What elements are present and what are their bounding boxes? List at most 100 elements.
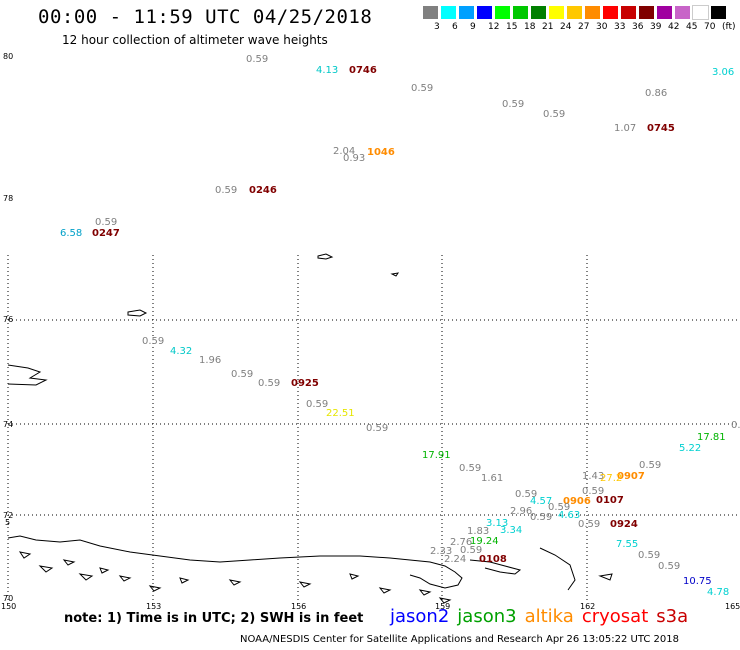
legend-tick-label: 45 — [686, 22, 698, 32]
wave-height-label: 4.57 — [530, 496, 552, 507]
wave-height-label: 0.59 — [548, 502, 570, 513]
wave-height-label: 1.83 — [467, 526, 489, 537]
pass-time-label: 0907 — [617, 471, 645, 482]
lon-label-156: 156 — [291, 602, 306, 611]
legend-swatch — [584, 5, 601, 20]
pass-time-label: 1046 — [367, 147, 395, 158]
pass-time-label: 0246 — [249, 185, 277, 196]
pass-time-label: 0906 — [563, 496, 591, 507]
legend-tick-label: 21 — [542, 22, 554, 32]
longitude-labels: 150 153 156 159 162 165 — [1, 602, 740, 611]
legend-swatch — [512, 5, 529, 20]
wave-height-label: 0.86 — [645, 88, 667, 99]
legend-tick-label: 30 — [596, 22, 608, 32]
wave-height-label: 0.59 — [578, 519, 600, 530]
pass-time-label: 0107 — [596, 495, 624, 506]
lon-label-159: 159 — [435, 602, 450, 611]
wave-height-label: 0.59 — [530, 512, 552, 523]
legend-swatch — [548, 5, 565, 20]
wave-height-label: 0.59 — [215, 185, 237, 196]
legend-tick-label: 70 — [704, 22, 716, 32]
wave-height-label: 17.81 — [697, 432, 726, 443]
satellite-name: s3a — [656, 606, 689, 627]
wave-height-label: 0.59 — [411, 83, 433, 94]
legend-tick-label: 12 — [488, 22, 500, 32]
legend-tick-label: (ft) — [722, 22, 736, 32]
wave-height-label: 2.76 — [450, 537, 472, 548]
wave-height-label: 0.59 — [231, 369, 253, 380]
wave-height-label: 27.2 — [600, 473, 622, 484]
wave-height-label: 0.59 — [306, 399, 328, 410]
wave-height-label: 19.24 — [470, 536, 499, 547]
color-legend-ticks: 3 6 9 12 15 18 21 24 27 30 33 36 39 42 45 70 (ft) — [422, 22, 740, 34]
satellite-name: jason2 — [390, 606, 450, 627]
wave-height-label: 3.06 — [712, 67, 734, 78]
lat-label-70: 70 — [3, 594, 13, 603]
legend-tick-label: 33 — [614, 22, 626, 32]
credit-line: NOAA/NESDIS Center for Satellite Applica… — [240, 634, 679, 645]
lat-label-78: 78 — [3, 194, 13, 203]
wave-height-label: 0.59 — [658, 561, 680, 572]
legend-tick-label: 18 — [524, 22, 536, 32]
wave-height-label: 1.07 — [614, 123, 636, 134]
satellite-name: jason3 — [457, 606, 517, 627]
legend-tick-label: 39 — [650, 22, 662, 32]
lat-label-80: 80 — [3, 52, 13, 61]
wave-height-label: 0.93 — [343, 153, 365, 164]
pass-time-label: 0745 — [647, 123, 675, 134]
pass-time-label: 0924 — [610, 519, 638, 530]
wave-height-label: 0.59 — [246, 54, 268, 65]
wave-height-label: 22.51 — [326, 408, 355, 419]
legend-swatch — [476, 5, 493, 20]
wave-height-label: 1.96 — [199, 355, 221, 366]
legend-tick-label: 9 — [470, 22, 476, 32]
legend-tick-label: 36 — [632, 22, 644, 32]
wave-height-label: 4.63 — [558, 510, 580, 521]
legend-swatch — [674, 5, 691, 20]
lon-label-162: 162 — [580, 602, 595, 611]
wave-height-label: 6.58 — [60, 228, 82, 239]
wave-height-label: 3.13 — [486, 518, 508, 529]
lon-label-150: 150 — [1, 602, 16, 611]
legend-swatch — [620, 5, 637, 20]
wave-height-label: 5.22 — [679, 443, 701, 454]
pass-time-label: 0247 — [92, 228, 120, 239]
wave-height-label: 2.96 — [510, 506, 532, 517]
wave-height-label: 0.59 — [460, 545, 482, 556]
wave-height-label: 4.32 — [170, 346, 192, 357]
legend-swatch — [494, 5, 511, 20]
wave-height-label: 0.59 — [95, 217, 117, 228]
legend-swatch — [422, 5, 439, 20]
legend-swatch — [440, 5, 457, 20]
wave-height-label: 4.78 — [707, 587, 729, 598]
legend-tick-label: 24 — [560, 22, 572, 32]
lat-label-74: 74 — [3, 420, 13, 429]
legend-tick-label: 3 — [434, 22, 440, 32]
wave-height-label: 2.04 — [333, 146, 355, 157]
legend-swatch — [458, 5, 475, 20]
wave-height-label: 0.59 — [366, 423, 388, 434]
satellite-legend: jason2 jason3 altika cryosat s3a — [390, 606, 696, 627]
wave-height-label: 2.33 — [430, 546, 452, 557]
wave-height-label: 1.61 — [481, 473, 503, 484]
wave-height-label: 0.59 — [515, 489, 537, 500]
latitude-labels: 80 78 76 74 72 5 70 — [3, 52, 13, 603]
wave-height-label: 0.59 — [582, 486, 604, 497]
wave-height-label: 0.59 — [502, 99, 524, 110]
legend-swatch — [710, 5, 727, 20]
wave-height-label: 0.59 — [459, 463, 481, 474]
wave-height-label: 0.59 — [638, 550, 660, 561]
lon-label-165: 165 — [725, 602, 740, 611]
wave-height-label: 4.13 — [316, 65, 338, 76]
wave-height-label: 0.59 — [543, 109, 565, 120]
legend-tick-label: 42 — [668, 22, 680, 32]
wave-height-label: 0.59 — [258, 378, 280, 389]
wave-height-label: 2.24 — [444, 554, 466, 565]
lon-label-153: 153 — [146, 602, 161, 611]
wave-height-label: 7.55 — [616, 539, 638, 550]
pass-time-label: 0925 — [291, 378, 319, 389]
wave-height-color-legend — [422, 5, 728, 20]
wave-height-label: 1.43 — [582, 471, 604, 482]
